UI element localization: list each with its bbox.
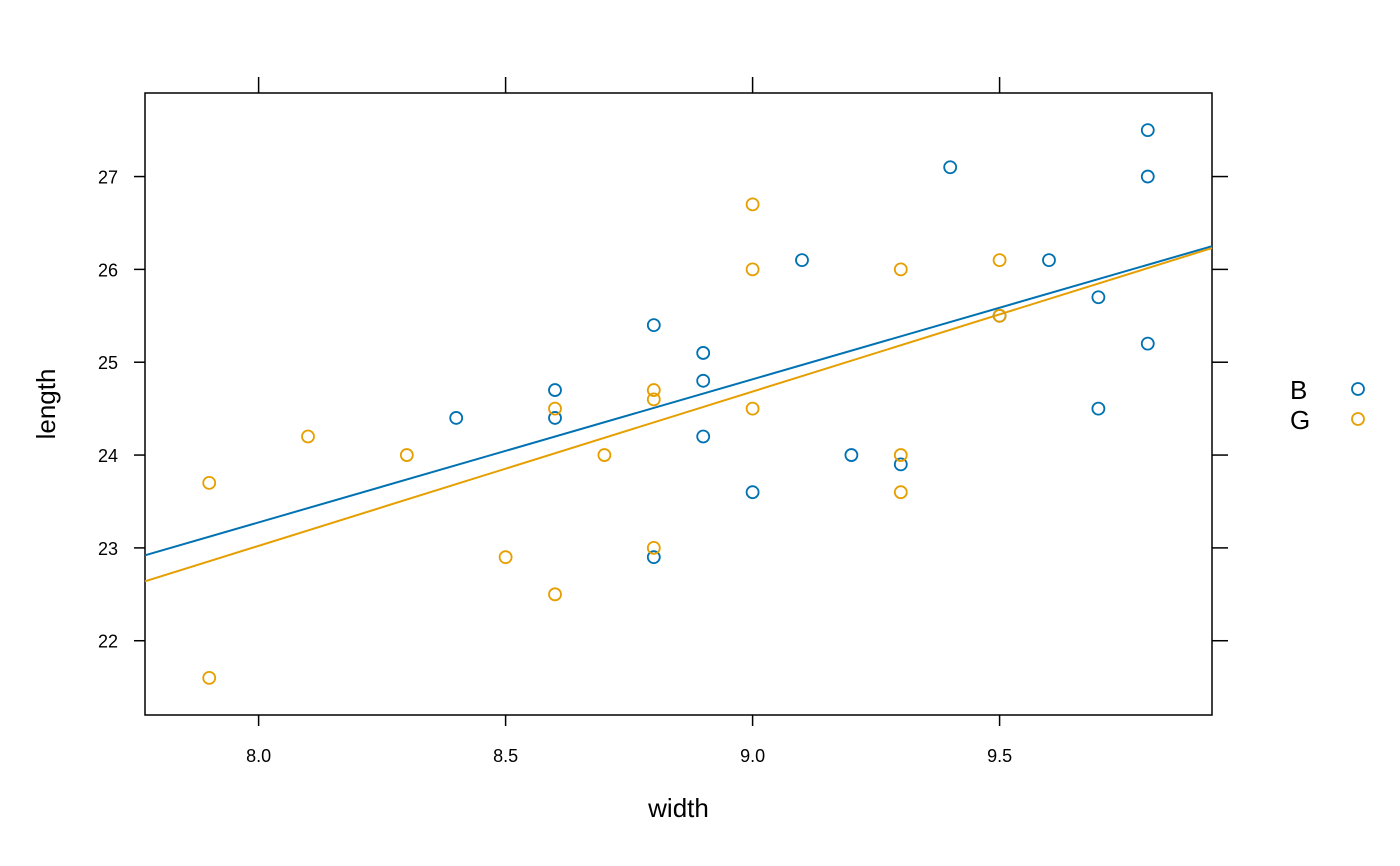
y-tick-label: 23 (98, 539, 118, 559)
point-b (696, 429, 711, 444)
x-tick-label: 8.0 (246, 746, 271, 766)
point-b (696, 346, 711, 360)
point-g (301, 429, 315, 444)
point-g (893, 262, 908, 277)
x-tick-label: 8.5 (493, 746, 518, 766)
point-b (548, 411, 562, 425)
legend-label-b: B (1290, 375, 1307, 405)
legend-label-g: G (1290, 405, 1310, 435)
x-axis-title: width (647, 793, 709, 823)
point-g (992, 253, 1007, 268)
point-g (498, 550, 513, 565)
point-g (893, 485, 908, 500)
x-tick-label: 9.5 (987, 746, 1012, 766)
point-g (745, 401, 760, 416)
point-b (745, 485, 760, 500)
x-tick-label: 9.0 (740, 746, 765, 766)
point-g (548, 401, 562, 416)
point-b (1140, 123, 1155, 138)
point-g (548, 587, 562, 602)
legend-marker-b (1351, 382, 1365, 396)
legend-marker-g (1351, 412, 1365, 426)
point-g (646, 392, 661, 407)
axis-ticks: 8.0 8.5 9.0 9.5 22 23 24 25 26 27 (98, 77, 1228, 766)
y-tick-label: 22 (98, 632, 118, 652)
point-g (745, 197, 760, 212)
point-g (202, 476, 217, 490)
plot-panel (144, 92, 1213, 716)
point-b (943, 160, 958, 175)
point-b (1140, 336, 1155, 351)
point-b (1091, 290, 1106, 305)
point-b (646, 550, 661, 565)
point-b (893, 457, 908, 472)
point-g (992, 308, 1007, 323)
fit-lines (144, 245, 1213, 583)
y-axis-title: length (31, 369, 61, 440)
point-b (1042, 253, 1056, 268)
point-b (548, 383, 562, 397)
y-tick-label: 25 (98, 353, 118, 373)
point-g (597, 448, 612, 462)
point-b (1140, 169, 1155, 184)
point-g (399, 448, 414, 462)
point-b (696, 373, 711, 388)
y-tick-label: 24 (98, 446, 118, 466)
point-b (449, 411, 464, 425)
point-b (646, 318, 661, 332)
point-b (795, 253, 809, 268)
point-g (202, 670, 217, 685)
point-g (646, 540, 661, 555)
point-g (893, 448, 908, 462)
legend: BG (1290, 375, 1365, 435)
point-g (646, 383, 661, 397)
y-tick-label: 26 (98, 260, 118, 280)
fit-line-g (144, 247, 1213, 583)
data-points (202, 123, 1155, 685)
point-b (1091, 401, 1106, 416)
point-b (844, 448, 859, 462)
point-g (745, 262, 760, 277)
y-tick-label: 27 (98, 168, 118, 188)
fit-line-b (144, 245, 1213, 557)
